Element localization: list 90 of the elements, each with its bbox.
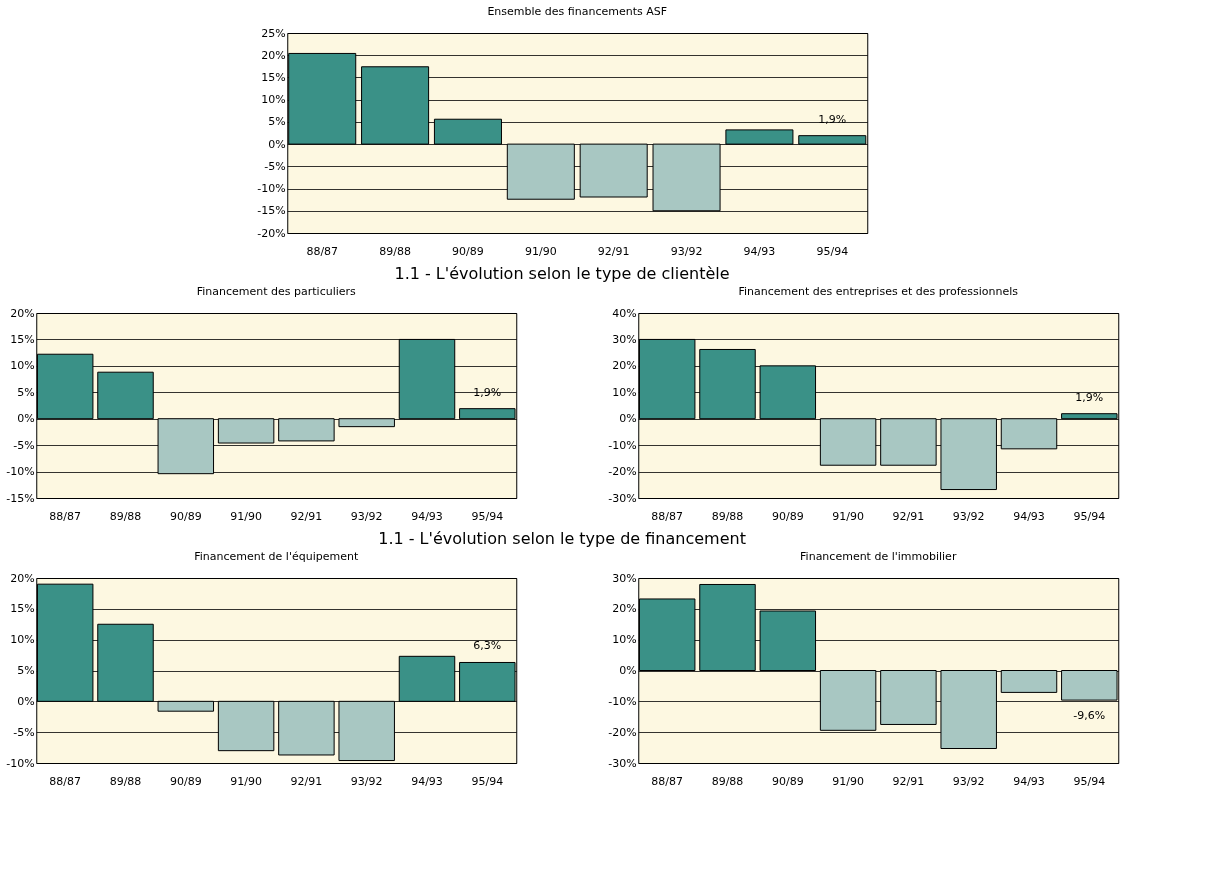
y-tick-label: 0%: [17, 412, 35, 426]
y-tick-label: -10%: [6, 465, 35, 479]
x-tick-label: 89/88: [109, 774, 142, 788]
y-tick-label: -15%: [6, 491, 35, 505]
y-tick-label: 20%: [261, 48, 286, 62]
y-tick-label: -20%: [608, 725, 637, 739]
x-tick-label: 95/94: [471, 774, 504, 788]
y-tick-label: 10%: [261, 93, 286, 107]
y-tick-label: 0%: [619, 664, 637, 677]
y-tick-label: 30%: [612, 332, 637, 346]
x-tick-label: 94/93: [411, 509, 443, 523]
y-tick-label: -10%: [608, 694, 637, 708]
y-tick-label: 10%: [10, 359, 35, 373]
y-tick-label: -10%: [608, 438, 637, 452]
chart-title: Ensemble des financements ASF: [487, 5, 668, 18]
y-tick-label: -5%: [13, 725, 35, 739]
x-tick-label: 91/90: [230, 509, 262, 523]
y-tick-label: -5%: [13, 438, 35, 452]
x-tick-label: 89/88: [711, 509, 744, 523]
y-tick-label: 15%: [10, 332, 35, 346]
x-tick-label: 95/94: [1073, 774, 1106, 788]
y-tick-label: -20%: [608, 465, 637, 479]
x-tick-label: 94/93: [1013, 509, 1045, 523]
x-tick-label: 89/88: [379, 244, 411, 258]
data-label: 1,9%: [1075, 390, 1104, 404]
x-tick-label: 90/89: [169, 774, 202, 788]
x-tick-label: 91/90: [230, 774, 262, 788]
x-tick-label: 93/92: [350, 774, 383, 788]
x-tick-label: 95/94: [816, 244, 849, 258]
y-tick-label: 10%: [10, 633, 35, 647]
x-tick-label: 88/87: [306, 244, 339, 258]
x-tick-label: 93/92: [952, 509, 985, 523]
y-tick-label: 10%: [612, 385, 637, 399]
y-tick-label: 15%: [10, 602, 35, 616]
y-tick-label: -30%: [608, 491, 637, 505]
data-label: -9,6%: [1073, 709, 1106, 723]
x-tick-label: 94/93: [1013, 774, 1045, 788]
chart-title: Financement des entreprises et des professionnels: [738, 285, 1019, 298]
x-tick-label: 88/87: [49, 509, 82, 523]
y-tick-label: 5%: [268, 115, 286, 129]
x-tick-label: 92/91: [290, 509, 323, 523]
chart-title: Financement de l'immobilier: [800, 550, 957, 563]
text: 1.1 - L'évolution selon le type de clientèle: [394, 263, 730, 283]
x-tick-label: 89/88: [109, 509, 142, 523]
x-tick-label: 95/94: [471, 509, 504, 523]
y-tick-label: 30%: [612, 571, 637, 585]
x-tick-label: 92/91: [290, 774, 323, 788]
data-label: 6,3%: [473, 639, 502, 653]
y-tick-label: 0%: [17, 694, 35, 708]
x-tick-label: 90/89: [169, 509, 202, 523]
y-tick-label: -10%: [257, 182, 286, 196]
y-tick-label: 5%: [17, 385, 35, 399]
y-tick-label: 0%: [619, 412, 637, 426]
x-tick-label: 92/91: [597, 244, 630, 258]
x-tick-label: 95/94: [1073, 509, 1106, 523]
y-tick-label: -10%: [6, 756, 35, 770]
x-tick-label: 94/93: [411, 774, 443, 788]
y-tick-label: 20%: [10, 571, 35, 585]
x-tick-label: 91/90: [832, 509, 864, 523]
y-tick-label: 0%: [268, 137, 286, 151]
y-tick-label: -5%: [264, 159, 286, 173]
y-tick-label: 20%: [10, 306, 35, 320]
y-tick-label: 20%: [612, 602, 637, 616]
x-tick-label: 90/89: [771, 509, 804, 523]
y-tick-label: 15%: [261, 70, 286, 84]
y-tick-label: 20%: [612, 359, 637, 373]
x-tick-label: 89/88: [711, 774, 744, 788]
x-tick-label: 91/90: [524, 244, 557, 258]
y-tick-label: -20%: [257, 226, 286, 240]
x-tick-label: 88/87: [651, 509, 684, 523]
x-tick-label: 93/92: [952, 774, 985, 788]
x-tick-label: 92/91: [892, 774, 925, 788]
x-tick-label: 90/89: [452, 244, 484, 258]
y-tick-label: -30%: [608, 756, 637, 770]
x-tick-label: 92/91: [892, 509, 925, 523]
y-tick-label: 5%: [17, 664, 35, 677]
x-tick-label: 93/92: [350, 509, 383, 523]
y-tick-label: 40%: [612, 306, 637, 320]
y-tick-label: -15%: [257, 204, 286, 218]
chart-title: Financement des particuliers: [196, 285, 357, 298]
x-tick-label: 94/93: [743, 244, 776, 258]
chart-title: Financement de l'équipement: [194, 550, 359, 563]
x-tick-label: 90/89: [771, 774, 804, 788]
y-tick-label: 10%: [612, 633, 637, 647]
y-tick-label: 25%: [261, 26, 286, 40]
x-tick-label: 91/90: [832, 774, 864, 788]
x-tick-label: 93/92: [670, 244, 703, 258]
text: 1.1 - L'évolution selon le type de financement: [378, 528, 746, 548]
x-tick-label: 88/87: [49, 774, 82, 788]
x-tick-label: 88/87: [651, 774, 684, 788]
